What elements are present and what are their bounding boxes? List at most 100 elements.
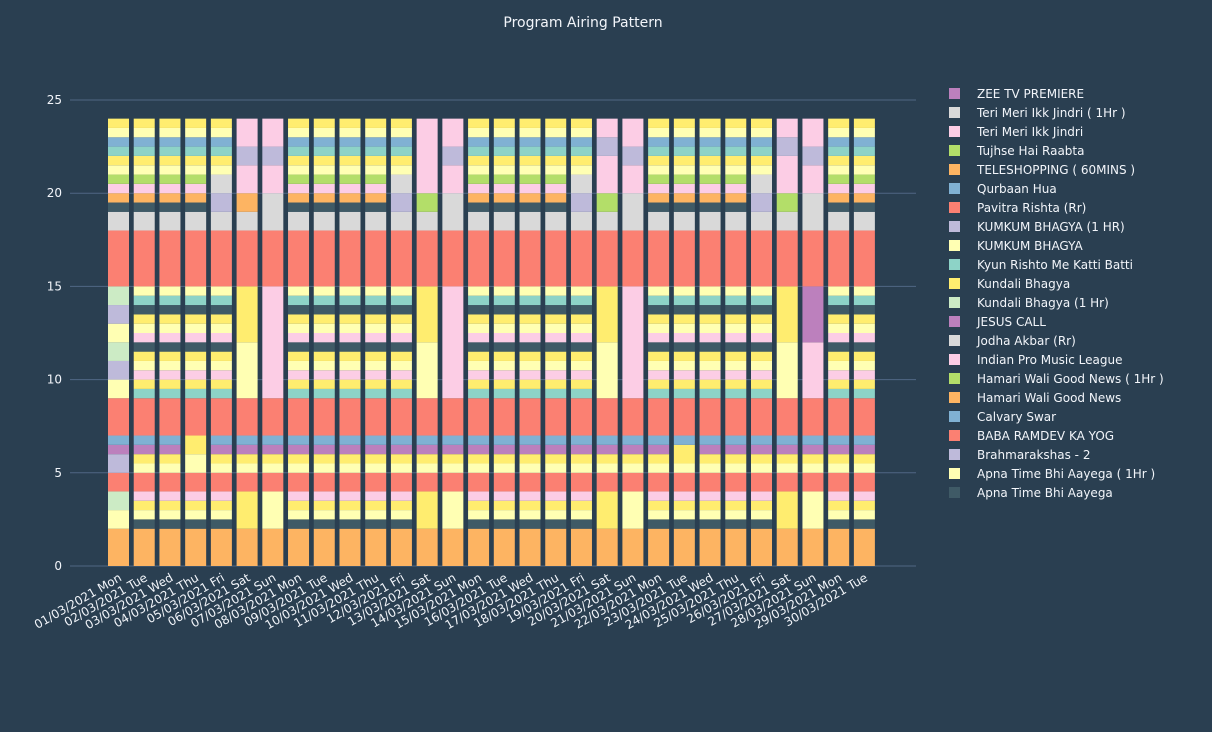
bar-segment[interactable]: 28/03/2021 Sun — Pavitra Rishta (Rr) (802, 398, 824, 436)
bar-segment[interactable]: 26/03/2021 Fri — Kyun Rishto Me Katti Ba… (751, 388, 772, 399)
bar-segment[interactable]: 02/03/2021 Tue — KUMKUM BHAGYA (133, 510, 155, 520)
bar-segment[interactable]: 16/03/2021 Tue — Kyun Rishto Me Katti Ba… (493, 146, 515, 156)
bar-segment[interactable]: 15/03/2021 Mon — Kundali Bhagya (468, 500, 490, 511)
bar-segment[interactable]: 11/03/2021 Thu — TELESHOPPING ( 60MINS ) (365, 193, 387, 203)
legend-item[interactable]: Teri Meri Ikk Jindri (946, 122, 1164, 141)
bar-stack[interactable]: 01/03/2021 Mon — Hamari Wali Good News01… (108, 118, 129, 566)
bar-segment[interactable]: 25/03/2021 Thu — Kundali Bhagya (725, 118, 747, 128)
bar-segment[interactable]: 18/03/2021 Thu — JESUS CALL (545, 444, 567, 455)
bar-segment[interactable]: 09/03/2021 Tue — Kyun Rishto Me Katti Ba… (313, 146, 335, 156)
bar-segment[interactable]: 04/03/2021 Thu — Kundali Bhagya (185, 351, 207, 361)
bar-segment[interactable]: 04/03/2021 Thu — KUMKUM BHAGYA (185, 360, 207, 371)
bar-segment[interactable]: 25/03/2021 Thu — Kyun Rishto Me Katti Ba… (725, 388, 747, 399)
bar-segment[interactable]: 14/03/2021 Sun — Indian Pro Music League (442, 165, 464, 194)
bar-segment[interactable]: 18/03/2021 Thu — Apna Time Bhi Aayega (545, 202, 567, 212)
bar-segment[interactable]: 05/03/2021 Fri — Qurbaan Hua (210, 137, 232, 147)
bar-segment[interactable]: 03/03/2021 Wed — Apna Time Bhi Aayega (159, 519, 181, 529)
bar-segment[interactable]: 29/03/2021 Mon — TELESHOPPING ( 60MINS ) (828, 193, 850, 203)
bar-segment[interactable]: 16/03/2021 Tue — KUMKUM BHAGYA (493, 165, 515, 175)
bar-segment[interactable]: 11/03/2021 Thu — Kundali Bhagya (365, 314, 387, 324)
bar-segment[interactable]: 10/03/2021 Wed — Apna Time Bhi Aayega (339, 519, 361, 529)
bar-segment[interactable]: 29/03/2021 Mon — Kundali Bhagya (828, 351, 850, 361)
bar-segment[interactable]: 30/03/2021 Tue — Teri Meri Ikk Jindri (853, 333, 875, 343)
bar-segment[interactable]: 24/03/2021 Wed — Kundali Bhagya (699, 500, 721, 511)
bar-segment[interactable]: 24/03/2021 Wed — TELESHOPPING ( 60MINS ) (699, 193, 721, 203)
bar-segment[interactable]: 14/03/2021 Sun — Pavitra Rishta (Rr) (442, 230, 464, 287)
bar-segment[interactable]: 28/03/2021 Sun — KUMKUM BHAGYA (802, 463, 824, 473)
bar-segment[interactable]: 29/03/2021 Mon — BABA RAMDEV KA YOG (828, 472, 850, 492)
bar-segment[interactable]: 18/03/2021 Thu — Pavitra Rishta (Rr) (545, 398, 567, 436)
bar-segment[interactable]: 18/03/2021 Thu — Kyun Rishto Me Katti Ba… (545, 388, 567, 399)
bar-segment[interactable]: 18/03/2021 Thu — KUMKUM BHAGYA (545, 286, 567, 296)
bar-segment[interactable]: 10/03/2021 Wed — Kyun Rishto Me Katti Ba… (339, 146, 361, 156)
bar-segment[interactable]: 21/03/2021 Sun — KUMKUM BHAGYA (622, 463, 644, 473)
bar-segment[interactable]: 08/03/2021 Mon — Kyun Rishto Me Katti Ba… (288, 388, 310, 399)
bar-segment[interactable]: 16/03/2021 Tue — KUMKUM BHAGYA (493, 360, 515, 371)
bar-segment[interactable]: 09/03/2021 Tue — KUMKUM BHAGYA (313, 286, 335, 296)
bar-segment[interactable]: 08/03/2021 Mon — KUMKUM BHAGYA (288, 360, 310, 371)
bar-segment[interactable]: 24/03/2021 Wed — Apna Time Bhi Aayega (699, 342, 721, 352)
bar-segment[interactable]: 25/03/2021 Thu — Qurbaan Hua (725, 137, 747, 147)
bar-segment[interactable]: 15/03/2021 Mon — KUMKUM BHAGYA (468, 463, 490, 473)
bar-segment[interactable]: 23/03/2021 Tue — Tujhse Hai Raabta (673, 174, 695, 184)
bar-segment[interactable]: 10/03/2021 Wed — Apna Time Bhi Aayega (339, 342, 361, 352)
bar-segment[interactable]: 07/03/2021 Sun — Pavitra Rishta (Rr) (262, 398, 284, 436)
bar-segment[interactable]: 27/03/2021 Sat — Jodha Akbar (Rr) (776, 211, 798, 231)
bar-segment[interactable]: 30/03/2021 Tue — Teri Meri Ikk Jindri (853, 491, 875, 501)
bar-segment[interactable]: 09/03/2021 Tue — Pavitra Rishta (Rr) (313, 230, 335, 287)
bar-segment[interactable]: 24/03/2021 Wed — Qurbaan Hua (699, 137, 721, 147)
bar-segment[interactable]: 03/03/2021 Wed — Apna Time Bhi Aayega (159, 342, 181, 352)
bar-segment[interactable]: 09/03/2021 Tue — Kyun Rishto Me Katti Ba… (313, 388, 335, 399)
bar-segment[interactable]: 23/03/2021 Tue — Kundali Bhagya (673, 351, 695, 361)
bar-segment[interactable]: 03/03/2021 Wed — Teri Meri Ikk Jindri (159, 370, 181, 380)
bar-segment[interactable]: 07/03/2021 Sun — KUMKUM BHAGYA (262, 491, 284, 529)
bar-segment[interactable]: 26/03/2021 Fri — Pavitra Rishta (Rr) (751, 230, 772, 287)
bar-segment[interactable]: 02/03/2021 Tue — Tujhse Hai Raabta (133, 174, 155, 184)
bar-segment[interactable]: 17/03/2021 Wed — Teri Meri Ikk Jindri (519, 491, 541, 501)
bar-segment[interactable]: 25/03/2021 Thu — KUMKUM BHAGYA (725, 127, 747, 138)
bar-segment[interactable]: 03/03/2021 Wed — Kyun Rishto Me Katti Ba… (159, 388, 181, 399)
bar-segment[interactable]: 15/03/2021 Mon — KUMKUM BHAGYA (468, 127, 490, 138)
bar-segment[interactable]: 29/03/2021 Mon — Kundali Bhagya (828, 379, 850, 389)
bar-segment[interactable]: 11/03/2021 Thu — Teri Meri Ikk Jindri (365, 491, 387, 501)
bar-segment[interactable]: 05/03/2021 Fri — Teri Meri Ikk Jindri (210, 370, 232, 380)
bar-segment[interactable]: 17/03/2021 Wed — KUMKUM BHAGYA (519, 127, 541, 138)
bar-segment[interactable]: 22/03/2021 Mon — Kundali Bhagya (648, 155, 670, 166)
bar-segment[interactable]: 03/03/2021 Wed — JESUS CALL (159, 444, 181, 455)
bar-segment[interactable]: 08/03/2021 Mon — KUMKUM BHAGYA (288, 323, 310, 333)
bar-segment[interactable]: 11/03/2021 Thu — Kyun Rishto Me Katti Ba… (365, 388, 387, 399)
bar-segment[interactable]: 09/03/2021 Tue — Pavitra Rishta (Rr) (313, 398, 335, 436)
bar-segment[interactable]: 03/03/2021 Wed — KUMKUM BHAGYA (159, 127, 181, 138)
bar-segment[interactable]: 08/03/2021 Mon — KUMKUM BHAGYA (288, 463, 310, 473)
bar-segment[interactable]: 18/03/2021 Thu — KUMKUM BHAGYA (545, 510, 567, 520)
bar-segment[interactable]: 08/03/2021 Mon — Apna Time Bhi Aayega (288, 202, 310, 212)
bar-segment[interactable]: 12/03/2021 Fri — Kundali Bhagya (390, 351, 412, 361)
bar-segment[interactable]: 16/03/2021 Tue — Apna Time Bhi Aayega (493, 342, 515, 352)
bar-segment[interactable]: 16/03/2021 Tue — Pavitra Rishta (Rr) (493, 398, 515, 436)
bar-segment[interactable]: 11/03/2021 Thu — Kyun Rishto Me Katti Ba… (365, 295, 387, 306)
bar-segment[interactable]: 18/03/2021 Thu — KUMKUM BHAGYA (545, 463, 567, 473)
bar-segment[interactable]: 16/03/2021 Tue — Kyun Rishto Me Katti Ba… (493, 388, 515, 399)
bar-segment[interactable]: 05/03/2021 Fri — Kyun Rishto Me Katti Ba… (210, 146, 232, 156)
bar-segment[interactable]: 13/03/2021 Sat — Kundali Bhagya (416, 491, 438, 529)
bar-segment[interactable]: 23/03/2021 Tue — TELESHOPPING ( 60MINS ) (673, 193, 695, 203)
bar-segment[interactable]: 11/03/2021 Thu — Kundali Bhagya (365, 500, 387, 511)
bar-segment[interactable]: 16/03/2021 Tue — Kundali Bhagya (493, 379, 515, 389)
bar-stack[interactable]: 26/03/2021 Fri — Hamari Wali Good News26… (751, 118, 772, 566)
bar-segment[interactable]: 26/03/2021 Fri — Apna Time Bhi Aayega (751, 519, 772, 529)
bar-segment[interactable]: 12/03/2021 Fri — Teri Meri Ikk Jindri (390, 333, 412, 343)
bar-segment[interactable]: 18/03/2021 Thu — Pavitra Rishta (Rr) (545, 230, 567, 287)
bar-segment[interactable]: 04/03/2021 Thu — Kyun Rishto Me Katti Ba… (185, 295, 207, 306)
bar-segment[interactable]: 30/03/2021 Tue — KUMKUM BHAGYA (853, 510, 875, 520)
bar-segment[interactable]: 21/03/2021 Sun — Jodha Akbar (Rr) (622, 193, 644, 231)
bar-segment[interactable]: 06/03/2021 Sat — JESUS CALL (236, 444, 258, 455)
bar-segment[interactable]: 20/03/2021 Sat — Indian Pro Music League (596, 155, 618, 194)
bar-segment[interactable]: 24/03/2021 Wed — Kundali Bhagya (699, 454, 721, 464)
bar-segment[interactable]: 25/03/2021 Thu — Kyun Rishto Me Katti Ba… (725, 295, 747, 306)
bar-stack[interactable]: 06/03/2021 Sat — Hamari Wali Good News06… (236, 118, 258, 566)
bar-stack[interactable]: 13/03/2021 Sat — Hamari Wali Good News13… (416, 118, 438, 566)
bar-segment[interactable]: 23/03/2021 Tue — Teri Meri Ikk Jindri (673, 370, 695, 380)
bar-segment[interactable]: 17/03/2021 Wed — Apna Time Bhi Aayega (519, 519, 541, 529)
legend-item[interactable]: BABA RAMDEV KA YOG (946, 426, 1164, 445)
bar-segment[interactable]: 23/03/2021 Tue — Kundali Bhagya (673, 314, 695, 324)
